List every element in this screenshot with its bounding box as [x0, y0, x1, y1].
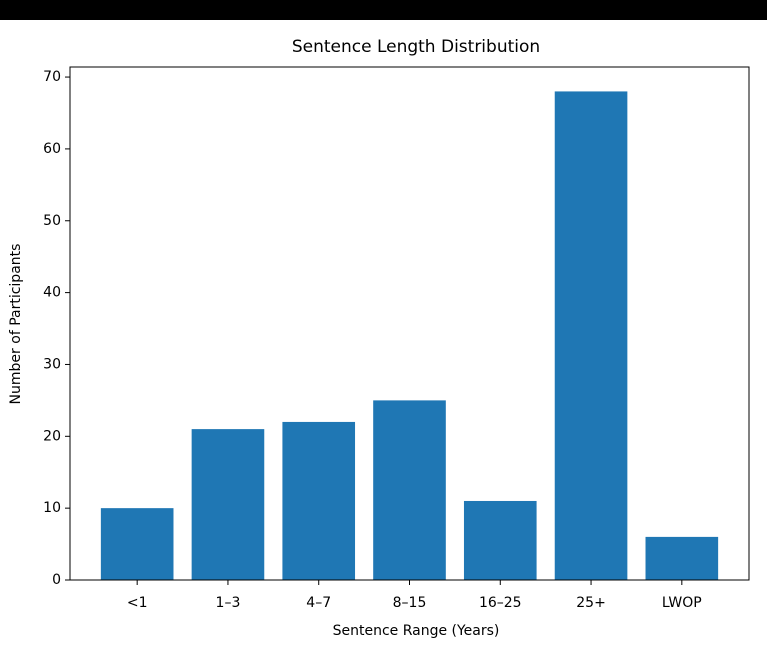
plot-frame [69, 66, 750, 581]
x-axis-label: Sentence Range (Years) [333, 623, 500, 639]
bar [282, 421, 356, 580]
bar [373, 400, 446, 580]
bar [554, 91, 628, 580]
x-tick-label: 1–3 [216, 595, 241, 611]
x-tick-label: 4–7 [306, 595, 331, 611]
x-tick-label: <1 [127, 595, 148, 611]
y-tick-label: 50 [43, 213, 61, 229]
x-tick-label: 8–15 [393, 595, 427, 611]
y-tick-label: 10 [43, 500, 61, 516]
y-tick-label: 0 [52, 572, 61, 588]
bar [100, 508, 174, 580]
y-tick-label: 30 [43, 356, 61, 372]
x-tick-label: 25+ [576, 595, 606, 611]
y-tick-label: 40 [43, 285, 61, 301]
bar [645, 536, 719, 580]
bar [191, 429, 265, 580]
y-tick-label: 20 [43, 428, 61, 444]
x-tick-label: LWOP [662, 595, 702, 611]
window-bar [0, 0, 767, 20]
x-tick-label: 16–25 [479, 595, 522, 611]
y-axis-label: Number of Participants [8, 244, 24, 405]
chart-title: Sentence Length Distribution [292, 37, 540, 57]
bar [463, 500, 537, 580]
y-tick-label: 70 [43, 69, 61, 85]
y-tick-label: 60 [43, 141, 61, 157]
